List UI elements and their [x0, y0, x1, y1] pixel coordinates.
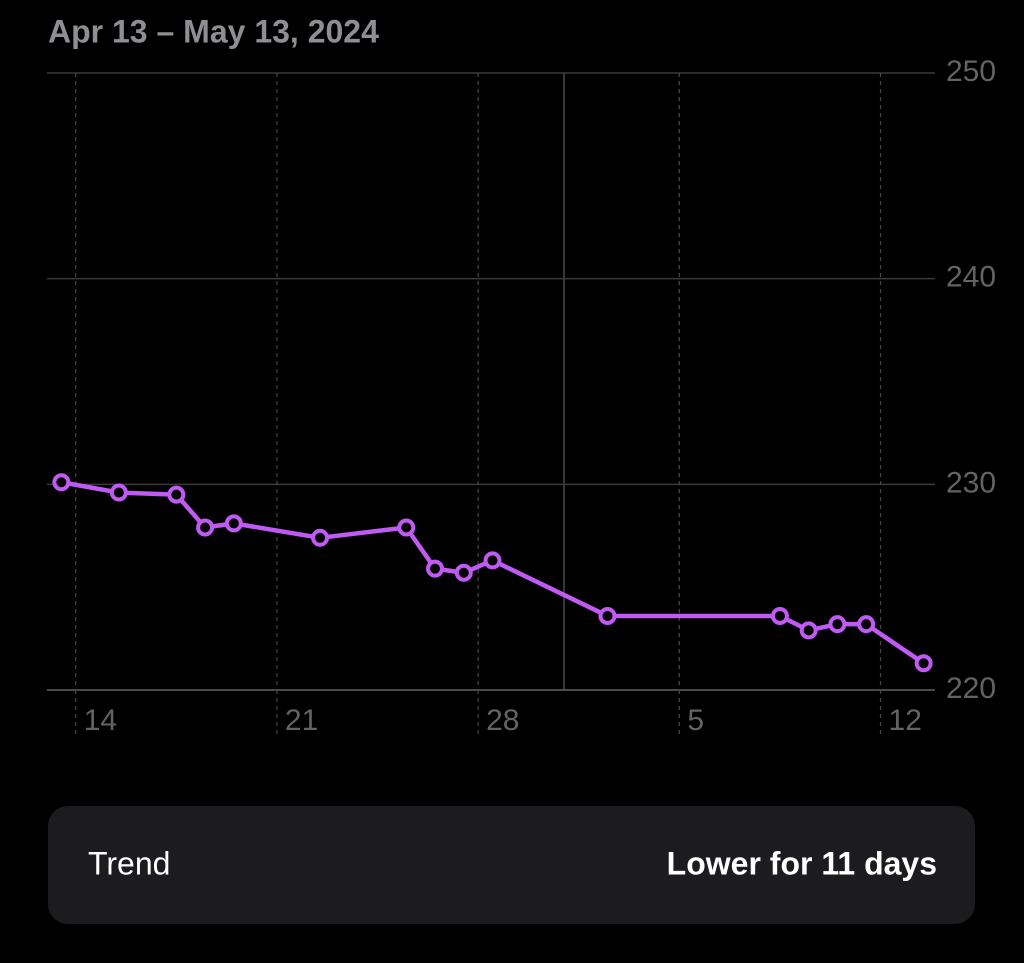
point [311, 528, 330, 547]
chart-title: Apr 13 – May 13, 2024 [48, 13, 379, 49]
point [426, 559, 445, 578]
y-tick-label: 220 [946, 672, 996, 705]
point [799, 621, 818, 640]
x-tick-label: 5 [687, 704, 704, 737]
point [454, 563, 473, 582]
y-tick-label: 250 [946, 55, 996, 88]
trend-panel [48, 806, 975, 924]
point [914, 654, 933, 673]
x-tick-label: 21 [285, 704, 318, 737]
point [167, 485, 186, 504]
x-tick-label: 14 [84, 704, 117, 737]
point [224, 514, 243, 533]
point [828, 615, 847, 634]
y-tick-label: 230 [946, 466, 996, 499]
point [483, 551, 502, 570]
point [196, 518, 215, 537]
point [598, 606, 617, 625]
point [857, 615, 876, 634]
line [60, 480, 925, 666]
point [109, 483, 128, 502]
trend-label: Trend [88, 845, 170, 881]
point [770, 606, 789, 625]
point [52, 473, 71, 492]
y-tick-label: 240 [946, 261, 996, 294]
x-tick-label: 28 [486, 704, 519, 737]
x-tick-label: 12 [889, 704, 922, 737]
trend-value: Lower for 11 days [667, 845, 937, 881]
point [397, 518, 416, 537]
